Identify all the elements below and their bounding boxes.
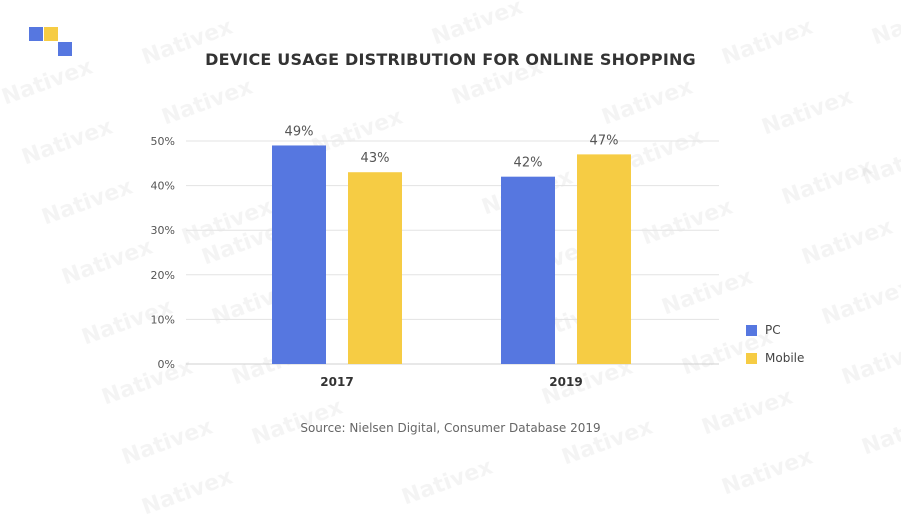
y-tick-label: 40% [151,180,175,193]
y-tick-label: 0% [158,358,175,371]
legend-label-pc: PC [765,323,781,337]
bar-pc-2017 [272,145,326,364]
legend-item-pc: PC [746,322,804,338]
y-tick-label: 50% [151,135,175,148]
logo-square-yellow [44,27,58,41]
data-label: 43% [361,151,390,166]
legend-item-mobile: Mobile [746,350,804,366]
legend-swatch-mobile [746,352,757,364]
bar-pc-2019 [501,176,555,364]
source-note: Source: Nielsen Digital, Consumer Databa… [300,421,601,435]
data-label: 42% [514,156,543,171]
bar-chart: 0% 10% 20% 30% 40% 50% 49% 43% 2017 42% 47% 2019 [151,124,719,389]
legend-swatch-pc [746,324,757,336]
data-label: 49% [285,124,314,139]
logo-square-blue-top [29,27,43,41]
y-tick-label: 30% [151,224,175,237]
x-tick-label: 2019 [549,375,582,389]
y-tick-label: 10% [151,313,175,326]
chart-legend: PC Mobile [746,322,804,378]
logo-square-blue-bottom [58,42,72,56]
bar-mobile-2019 [577,154,631,364]
chart-title: DEVICE USAGE DISTRIBUTION FOR ONLINE SHO… [205,50,696,69]
x-tick-label: 2017 [320,375,353,389]
bar-mobile-2017 [348,172,402,364]
legend-label-mobile: Mobile [765,351,805,365]
y-tick-label: 20% [151,269,175,282]
data-label: 47% [590,133,619,148]
